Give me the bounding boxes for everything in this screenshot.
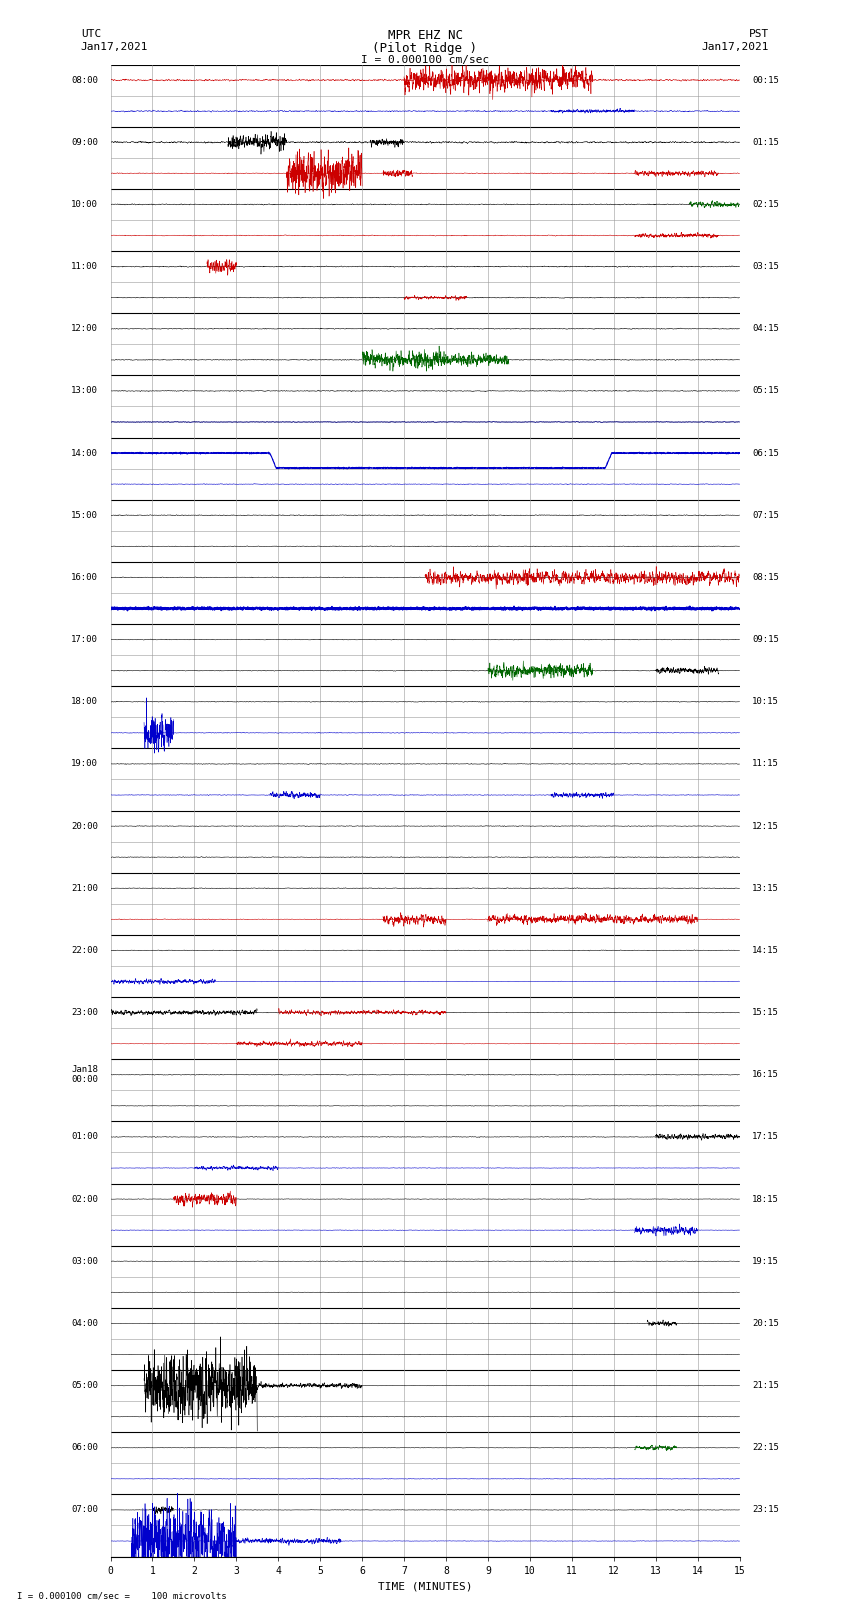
Text: 05:15: 05:15	[752, 387, 779, 395]
Text: 08:00: 08:00	[71, 76, 98, 84]
Text: 10:15: 10:15	[752, 697, 779, 706]
Text: 07:15: 07:15	[752, 511, 779, 519]
Text: 22:00: 22:00	[71, 945, 98, 955]
Text: 01:15: 01:15	[752, 137, 779, 147]
Text: 00:15: 00:15	[752, 76, 779, 84]
Text: 19:00: 19:00	[71, 760, 98, 768]
Text: 21:15: 21:15	[752, 1381, 779, 1390]
Text: 18:00: 18:00	[71, 697, 98, 706]
Text: 16:15: 16:15	[752, 1071, 779, 1079]
Text: 06:15: 06:15	[752, 448, 779, 458]
Text: 11:00: 11:00	[71, 261, 98, 271]
Text: 14:15: 14:15	[752, 945, 779, 955]
Text: 14:00: 14:00	[71, 448, 98, 458]
Text: (Pilot Ridge ): (Pilot Ridge )	[372, 42, 478, 55]
Text: 07:00: 07:00	[71, 1505, 98, 1515]
Text: 02:00: 02:00	[71, 1195, 98, 1203]
Text: 22:15: 22:15	[752, 1444, 779, 1452]
Text: 12:15: 12:15	[752, 821, 779, 831]
Text: 03:00: 03:00	[71, 1257, 98, 1266]
Text: Jan17,2021: Jan17,2021	[81, 42, 148, 52]
Text: Jan17,2021: Jan17,2021	[702, 42, 769, 52]
Text: 04:00: 04:00	[71, 1319, 98, 1327]
Text: 11:15: 11:15	[752, 760, 779, 768]
Text: 18:15: 18:15	[752, 1195, 779, 1203]
Text: 06:00: 06:00	[71, 1444, 98, 1452]
X-axis label: TIME (MINUTES): TIME (MINUTES)	[377, 1581, 473, 1590]
Text: 17:15: 17:15	[752, 1132, 779, 1142]
Text: 23:00: 23:00	[71, 1008, 98, 1018]
Text: MPR EHZ NC: MPR EHZ NC	[388, 29, 462, 42]
Text: 21:00: 21:00	[71, 884, 98, 892]
Text: I = 0.000100 cm/sec: I = 0.000100 cm/sec	[361, 55, 489, 65]
Text: 04:15: 04:15	[752, 324, 779, 334]
Text: I = 0.000100 cm/sec =    100 microvolts: I = 0.000100 cm/sec = 100 microvolts	[17, 1590, 227, 1600]
Text: 08:15: 08:15	[752, 573, 779, 582]
Text: 20:15: 20:15	[752, 1319, 779, 1327]
Text: UTC: UTC	[81, 29, 101, 39]
Text: 23:15: 23:15	[752, 1505, 779, 1515]
Text: 05:00: 05:00	[71, 1381, 98, 1390]
Text: Jan18
00:00: Jan18 00:00	[71, 1065, 98, 1084]
Text: 19:15: 19:15	[752, 1257, 779, 1266]
Text: 15:15: 15:15	[752, 1008, 779, 1018]
Text: 03:15: 03:15	[752, 261, 779, 271]
Text: 20:00: 20:00	[71, 821, 98, 831]
Text: 02:15: 02:15	[752, 200, 779, 210]
Text: 15:00: 15:00	[71, 511, 98, 519]
Text: 13:00: 13:00	[71, 387, 98, 395]
Text: 09:15: 09:15	[752, 636, 779, 644]
Text: 01:00: 01:00	[71, 1132, 98, 1142]
Text: PST: PST	[749, 29, 769, 39]
Text: 12:00: 12:00	[71, 324, 98, 334]
Text: 17:00: 17:00	[71, 636, 98, 644]
Text: 13:15: 13:15	[752, 884, 779, 892]
Text: 16:00: 16:00	[71, 573, 98, 582]
Text: 10:00: 10:00	[71, 200, 98, 210]
Text: 09:00: 09:00	[71, 137, 98, 147]
